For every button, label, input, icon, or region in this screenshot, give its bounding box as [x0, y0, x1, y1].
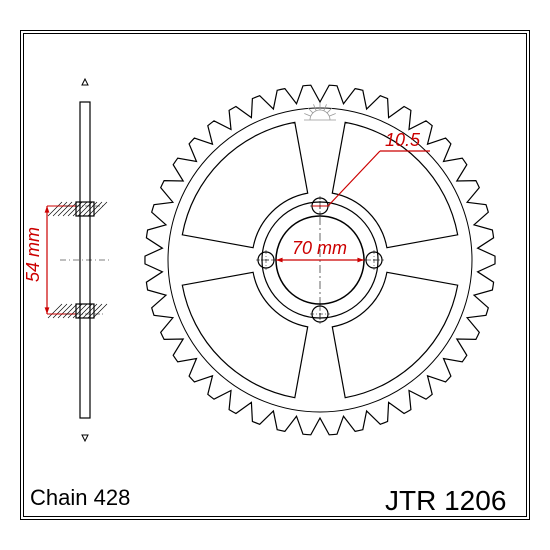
dim-bolt-circle: 54 mm	[23, 227, 43, 282]
part-number: JTR 1206	[385, 485, 506, 517]
technical-drawing: 10.5 70 mm 54 mm	[0, 0, 550, 550]
dim-bolt-hole: 10.5	[385, 130, 421, 150]
dim-bore: 70 mm	[292, 238, 347, 258]
chain-label: Chain 428	[30, 485, 130, 511]
